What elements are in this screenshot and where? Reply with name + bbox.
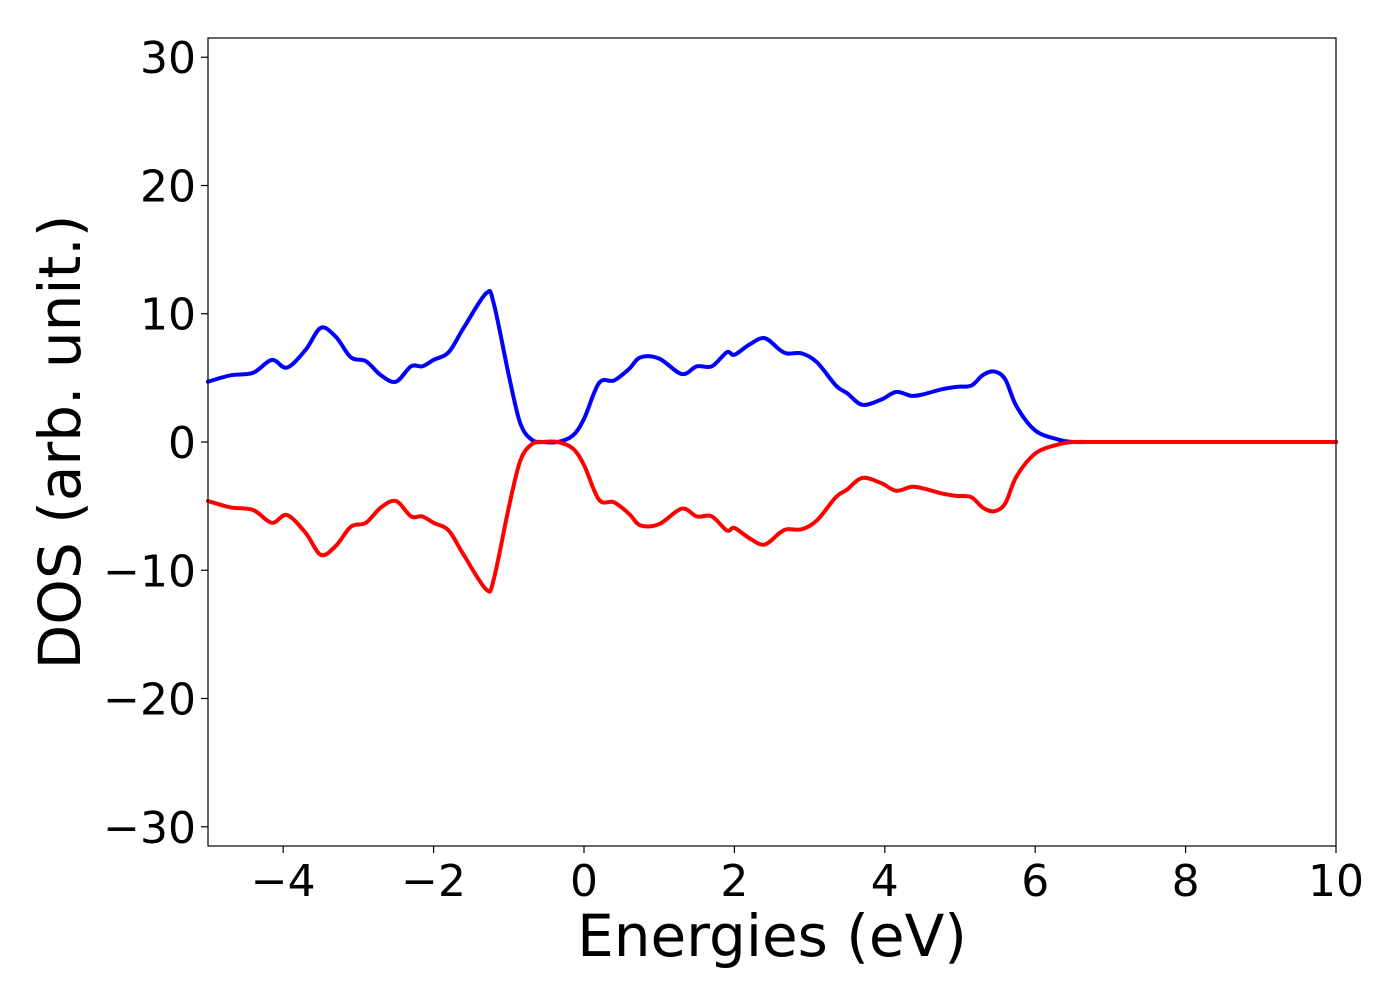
- x-tick-label: 6: [1021, 856, 1049, 907]
- x-tick-label: −2: [401, 856, 466, 907]
- y-tick-label: 30: [140, 33, 196, 84]
- x-axis-ticks: −4 −2 0 2 4 6 8 10: [251, 846, 1364, 907]
- x-tick-label: 4: [871, 856, 899, 907]
- y-tick-label: 20: [140, 161, 196, 212]
- series-line-2: [206, 439, 1338, 594]
- y-axis-label: DOS (arb. unit.): [26, 215, 94, 670]
- y-tick-label: 0: [168, 418, 196, 469]
- x-axis-label: Energies (eV): [577, 902, 967, 970]
- y-tick-label: −30: [103, 803, 196, 854]
- y-tick-label: −20: [103, 675, 196, 726]
- y-tick-label: 10: [140, 290, 196, 341]
- y-axis-ticks: −30 −20 −10 0 10 20 30: [103, 33, 208, 854]
- x-tick-label: 8: [1172, 856, 1200, 907]
- x-tick-label: 0: [570, 856, 598, 907]
- x-tick-label: −4: [251, 856, 316, 907]
- x-tick-label: 2: [720, 856, 748, 907]
- y-tick-label: −10: [103, 546, 196, 597]
- x-tick-label: 10: [1308, 856, 1364, 907]
- series-layer: [206, 289, 1338, 594]
